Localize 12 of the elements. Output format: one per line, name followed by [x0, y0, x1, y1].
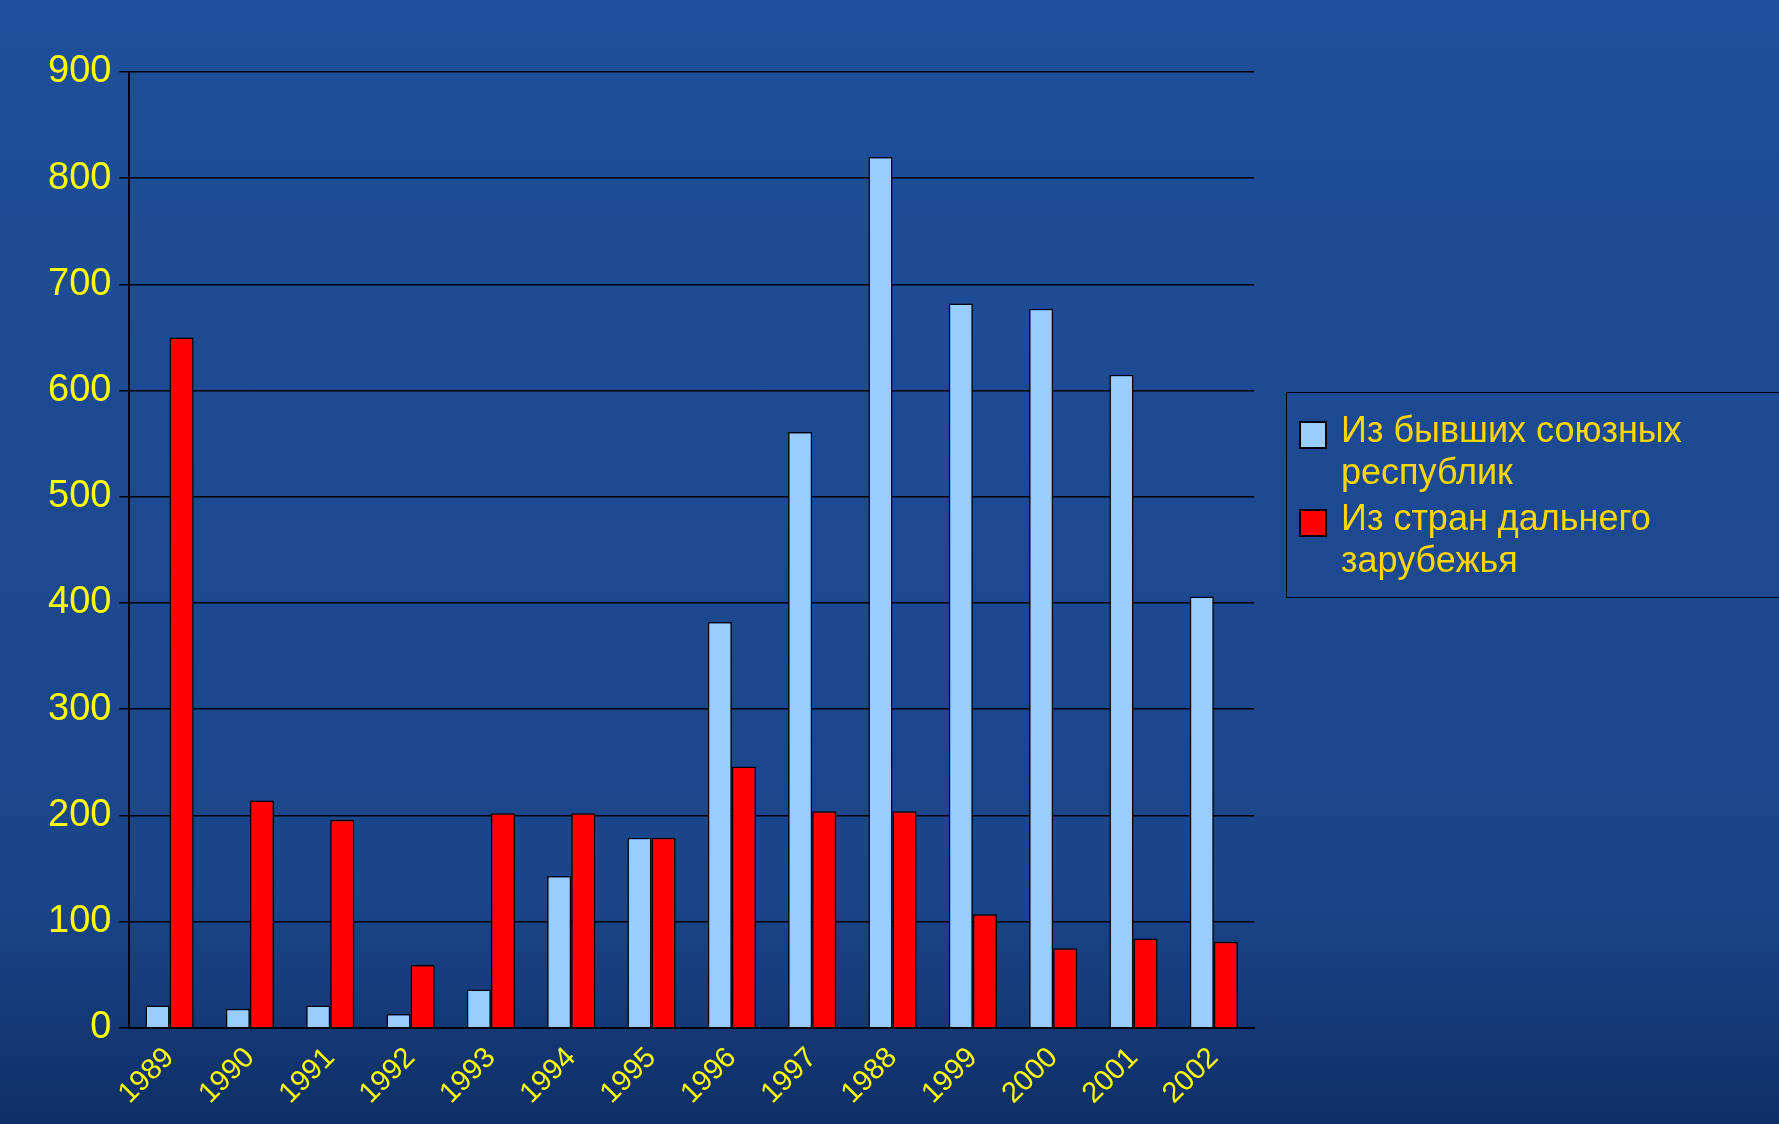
- y-tick-label: 700: [48, 260, 112, 303]
- y-tick-label: 900: [48, 48, 112, 91]
- text: Из бывших союзных республик: [1341, 409, 1683, 493]
- legend-label: Из стран дальнего зарубежья: [1341, 497, 1652, 581]
- y-tick-label: 0: [90, 1004, 112, 1047]
- y-tick-label: 500: [48, 473, 112, 516]
- y-tick-label: 300: [48, 685, 112, 728]
- y-tick-label: 800: [48, 154, 112, 197]
- y-tick-label: 400: [48, 579, 112, 622]
- y-tick-label: 600: [48, 367, 112, 410]
- y-tick-label: 100: [48, 898, 112, 941]
- y-tick-label: 200: [48, 791, 112, 834]
